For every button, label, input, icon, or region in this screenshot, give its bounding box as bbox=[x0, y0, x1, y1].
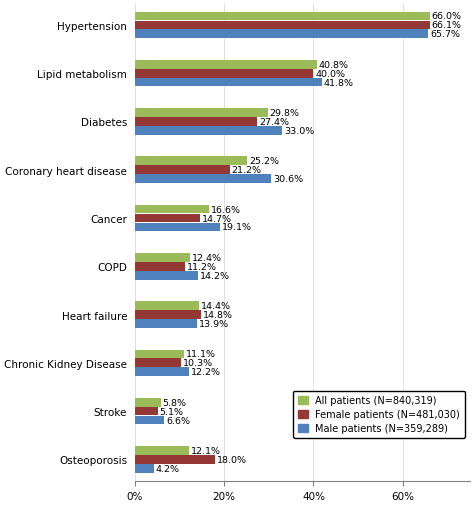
Bar bbox=[135, 254, 190, 262]
Bar bbox=[135, 271, 198, 280]
Text: 11.2%: 11.2% bbox=[187, 262, 217, 271]
Text: 4.2%: 4.2% bbox=[155, 464, 179, 473]
Bar bbox=[135, 311, 201, 319]
Text: 41.8%: 41.8% bbox=[323, 78, 353, 87]
Bar bbox=[135, 359, 181, 368]
Bar bbox=[135, 416, 164, 425]
Text: 66.1%: 66.1% bbox=[432, 21, 462, 30]
Text: 40.8%: 40.8% bbox=[319, 61, 349, 70]
Text: 14.7%: 14.7% bbox=[202, 214, 232, 223]
Text: 14.2%: 14.2% bbox=[200, 271, 230, 280]
Text: 14.8%: 14.8% bbox=[203, 311, 233, 320]
Bar bbox=[135, 127, 282, 135]
Bar bbox=[135, 79, 321, 87]
Bar bbox=[135, 30, 428, 39]
Bar bbox=[135, 61, 317, 70]
Text: 18.0%: 18.0% bbox=[217, 455, 247, 464]
Text: 21.2%: 21.2% bbox=[231, 166, 261, 175]
Bar bbox=[135, 118, 257, 127]
Text: 40.0%: 40.0% bbox=[315, 70, 345, 78]
Bar bbox=[135, 398, 161, 407]
Bar bbox=[135, 214, 201, 223]
Text: 5.1%: 5.1% bbox=[159, 407, 183, 416]
Text: 25.2%: 25.2% bbox=[249, 157, 279, 166]
Bar bbox=[135, 407, 157, 416]
Bar bbox=[135, 13, 429, 21]
Bar bbox=[135, 368, 189, 376]
Text: 12.4%: 12.4% bbox=[192, 254, 222, 262]
Legend: All patients (N=840,319), Female patients (N=481,030), Male patients (N=359,289): All patients (N=840,319), Female patient… bbox=[293, 391, 465, 438]
Text: 14.4%: 14.4% bbox=[201, 301, 231, 311]
Text: 10.3%: 10.3% bbox=[182, 359, 213, 368]
Bar bbox=[135, 109, 268, 118]
Text: 66.0%: 66.0% bbox=[431, 13, 461, 21]
Bar bbox=[135, 320, 197, 328]
Text: 12.2%: 12.2% bbox=[191, 368, 221, 377]
Bar bbox=[135, 350, 184, 359]
Text: 29.8%: 29.8% bbox=[270, 109, 300, 118]
Bar bbox=[135, 22, 430, 30]
Text: 12.1%: 12.1% bbox=[191, 446, 220, 455]
Bar bbox=[135, 157, 247, 166]
Text: 11.1%: 11.1% bbox=[186, 349, 216, 359]
Text: 33.0%: 33.0% bbox=[284, 127, 314, 136]
Bar bbox=[135, 464, 154, 473]
Bar bbox=[135, 455, 215, 464]
Text: 27.4%: 27.4% bbox=[259, 118, 289, 127]
Text: 13.9%: 13.9% bbox=[199, 319, 229, 328]
Bar bbox=[135, 223, 220, 232]
Bar bbox=[135, 206, 209, 214]
Bar bbox=[135, 175, 272, 184]
Text: 5.8%: 5.8% bbox=[163, 398, 186, 407]
Bar bbox=[135, 70, 313, 78]
Text: 6.6%: 6.6% bbox=[166, 416, 190, 425]
Text: 19.1%: 19.1% bbox=[222, 223, 252, 232]
Bar bbox=[135, 263, 185, 271]
Bar bbox=[135, 166, 229, 175]
Text: 30.6%: 30.6% bbox=[273, 175, 303, 184]
Bar bbox=[135, 446, 189, 455]
Text: 16.6%: 16.6% bbox=[211, 205, 241, 214]
Bar bbox=[135, 301, 199, 311]
Text: 65.7%: 65.7% bbox=[430, 30, 460, 39]
